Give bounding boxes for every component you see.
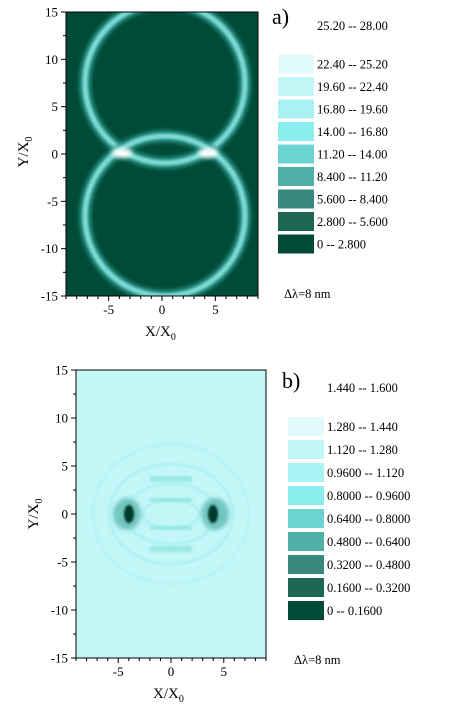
y-tick-label-b-5: 10 [55, 411, 68, 426]
y-tick-label-a-1: -10 [41, 241, 58, 256]
x-tick-label-b-2: 5 [221, 664, 228, 679]
field-pattern-a [79, 12, 251, 296]
note-b: Δλ=8 nm [294, 653, 341, 667]
legend-swatch-b-4 [288, 486, 324, 505]
panel-label-b: b) [282, 368, 300, 393]
x-tick-label-b-1: 0 [168, 664, 175, 679]
legend-a: 25.20 -- 28.00 22.40 -- 25.20 19.60 -- 22.… [278, 19, 388, 254]
legend-label-b-3: 0.9600 -- 1.120 [327, 466, 404, 480]
y-tick-label-a-0: -15 [41, 289, 58, 304]
legend-swatch-b-9 [288, 601, 324, 620]
y-axis-label-b: Y/X0 [26, 499, 45, 530]
x-axis-label-b: X/X0 [153, 686, 184, 705]
legend-label-a-2: 19.60 -- 22.40 [317, 80, 388, 94]
y-tick-label-a-3: 0 [52, 147, 59, 162]
y-tick-label-b-1: -10 [51, 603, 68, 618]
legend-label-a-4: 14.00 -- 16.80 [317, 125, 388, 139]
panel-label-a: a) [272, 4, 289, 29]
legend-label-a-1: 22.40 -- 25.20 [317, 58, 388, 72]
legend-swatch-b-2 [288, 440, 324, 459]
legend-label-a-6: 8.400 -- 11.20 [317, 170, 387, 184]
legend-swatch-a-1 [278, 54, 314, 74]
y-tick-label-b-2: -5 [57, 555, 68, 570]
y-tick-label-b-0: -15 [51, 651, 68, 666]
axes-a: -5 0 5 -15 -10 -5 0 5 10 15 [41, 5, 259, 317]
legend-label-a-5: 11.20 -- 14.00 [317, 148, 387, 162]
chart-a: -5 0 5 -15 -10 -5 0 5 10 15 a) X/X0 Y/X0 25.20 --… [16, 4, 388, 343]
legend-label-b-5: 0.6400 -- 0.8000 [327, 512, 410, 526]
field-pattern-b [92, 443, 250, 585]
legend-label-b-9: 0 -- 0.1600 [327, 604, 382, 618]
legend-swatch-a-0 [278, 32, 314, 51]
legend-swatch-b-8 [288, 578, 324, 597]
plot-area-a [66, 12, 258, 296]
legend-label-a-0: 25.20 -- 28.00 [317, 19, 388, 33]
legend-swatch-a-9 [278, 234, 314, 254]
legend-label-b-0: 1.440 -- 1.600 [327, 381, 398, 395]
legend-b: 1.440 -- 1.600 1.280 -- 1.440 1.120 -- 1.2… [288, 381, 410, 620]
legend-swatch-a-5 [278, 144, 314, 164]
chart-b: -5 0 5 -15 -10 -5 0 5 10 15 b) X/X0 Y/X0 1.440 --… [26, 363, 410, 706]
legend-swatch-a-3 [278, 99, 314, 119]
y-axis-label-a: Y/X0 [16, 137, 35, 168]
x-tick-label-a-2: 5 [212, 302, 219, 317]
legend-swatch-b-3 [288, 463, 324, 482]
legend-label-b-1: 1.280 -- 1.440 [327, 420, 398, 434]
legend-label-b-2: 1.120 -- 1.280 [327, 443, 398, 457]
x-tick-label-a-0: -5 [103, 302, 114, 317]
x-tick-label-a-1: 0 [159, 302, 166, 317]
legend-label-b-4: 0.8000 -- 0.9600 [327, 489, 410, 503]
legend-swatch-a-4 [278, 122, 314, 141]
x-axis-label-a: X/X0 [145, 324, 176, 343]
axes-b: -5 0 5 -15 -10 -5 0 5 10 15 [51, 363, 267, 679]
y-tick-label-a-2: -5 [47, 194, 58, 209]
legend-label-b-8: 0.1600 -- 0.3200 [327, 581, 410, 595]
legend-label-a-8: 2.800 -- 5.600 [317, 215, 388, 229]
legend-swatch-a-8 [278, 212, 314, 231]
legend-label-b-6: 0.4800 -- 0.6400 [327, 535, 410, 549]
legend-label-a-9: 0 -- 2.800 [317, 238, 366, 252]
y-tick-label-a-5: 10 [45, 52, 58, 67]
legend-swatch-b-6 [288, 532, 324, 551]
y-tick-label-a-4: 5 [52, 99, 59, 114]
legend-swatch-b-1 [288, 417, 324, 436]
x-tick-label-b-0: -5 [113, 664, 124, 679]
legend-swatch-a-2 [278, 77, 314, 96]
legend-swatch-a-6 [278, 167, 314, 186]
legend-swatch-a-7 [278, 189, 314, 209]
legend-swatch-b-5 [288, 509, 324, 528]
legend-swatch-b-7 [288, 555, 324, 574]
legend-label-a-3: 16.80 -- 19.60 [317, 103, 388, 117]
y-tick-label-b-3: 0 [62, 507, 69, 522]
note-a: Δλ=8 nm [284, 287, 331, 301]
legend-label-b-7: 0.3200 -- 0.4800 [327, 558, 410, 572]
y-tick-label-b-6: 15 [55, 363, 68, 378]
y-tick-label-a-6: 15 [45, 5, 58, 20]
legend-label-a-7: 5.600 -- 8.400 [317, 193, 388, 207]
legend-swatch-b-0 [288, 394, 324, 413]
y-tick-label-b-4: 5 [62, 459, 69, 474]
plot-area-b [76, 370, 266, 658]
